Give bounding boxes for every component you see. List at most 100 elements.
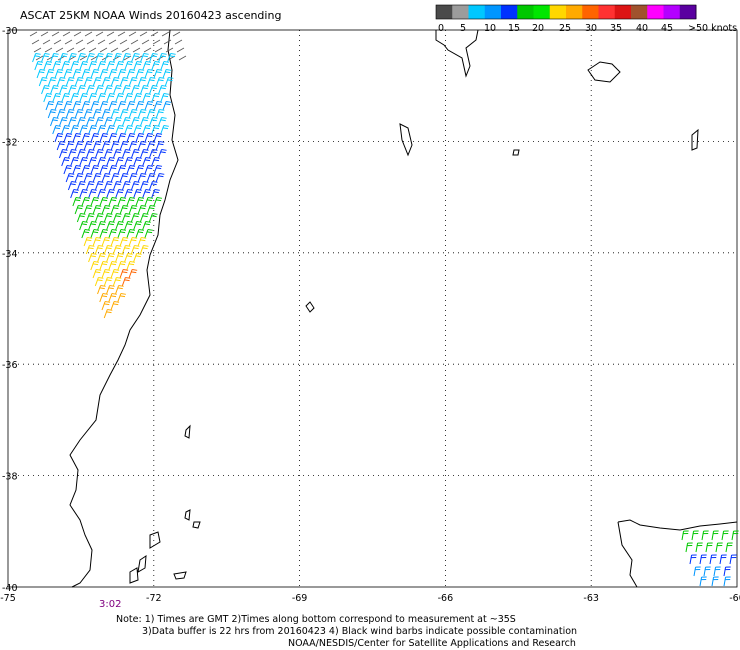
- wind-barb: [715, 542, 723, 553]
- wind-barb: [119, 109, 129, 119]
- island-4: [129, 531, 187, 584]
- wind-barb: [133, 93, 142, 103]
- wind-barb: [131, 53, 140, 63]
- wind-barb: [122, 117, 131, 127]
- legend-swatch: [631, 5, 648, 19]
- wind-barb: [144, 165, 154, 175]
- wind-barb: [106, 189, 115, 199]
- wind-barb: [113, 53, 122, 63]
- wind-barb: [160, 93, 169, 103]
- wind-barb: [95, 117, 104, 127]
- wind-barb: [63, 133, 73, 143]
- wind-barb: [101, 173, 111, 183]
- wind-barb: [119, 77, 129, 87]
- wind-barb: [158, 117, 167, 127]
- wind-barb: [43, 93, 52, 103]
- island-7: [587, 61, 621, 83]
- wind-barb: [108, 229, 118, 239]
- wind-barb: [142, 125, 151, 135]
- wind-barb: [61, 61, 70, 71]
- contaminated-barb: [42, 39, 51, 45]
- wind-barb: [104, 85, 113, 95]
- wind-barb: [142, 221, 151, 231]
- wind-barb: [99, 69, 109, 79]
- wind-barb: [146, 205, 156, 215]
- wind-barb: [695, 542, 703, 553]
- wind-barb: [54, 101, 64, 111]
- wind-barb: [99, 165, 109, 175]
- wind-barb: [135, 69, 145, 79]
- wind-barb: [68, 53, 77, 63]
- wind-barb: [153, 133, 163, 143]
- wind-barb: [94, 213, 104, 223]
- contaminated-barb: [64, 39, 73, 45]
- wind-barb: [144, 229, 154, 239]
- wind-barb: [110, 269, 120, 279]
- wind-barb: [711, 576, 719, 587]
- wind-barb: [74, 77, 84, 87]
- wind-barb: [139, 245, 149, 255]
- wind-barb: [117, 133, 127, 143]
- wind-barb: [83, 77, 93, 87]
- wind-barb: [144, 133, 154, 143]
- contaminated-barb: [165, 47, 174, 53]
- contaminated-barb: [97, 39, 106, 45]
- wind-barb: [52, 93, 61, 103]
- legend-swatch: [533, 5, 551, 19]
- wind-barb: [76, 149, 86, 159]
- wind-barb: [128, 77, 138, 87]
- wind-barb: [106, 93, 115, 103]
- wind-barb: [41, 53, 50, 63]
- wind-barb: [74, 109, 84, 119]
- wind-barb: [83, 173, 93, 183]
- wind-barb: [50, 53, 59, 63]
- wind-barb: [121, 277, 131, 287]
- wind-barb: [133, 125, 142, 135]
- wind-barb: [164, 77, 174, 87]
- contaminated-barb: [121, 47, 130, 53]
- wind-barb: [36, 69, 46, 79]
- wind-barb: [112, 149, 122, 159]
- wind-barb: [146, 109, 156, 119]
- wind-barb: [70, 189, 79, 199]
- wind-barb: [126, 165, 136, 175]
- legend-tick-label: 30: [585, 23, 597, 34]
- wind-barb: [74, 205, 84, 215]
- map-title: ASCAT 25KM NOAA Winds 20160423 ascending: [20, 9, 282, 22]
- wind-barb: [151, 157, 160, 167]
- wind-barb: [126, 101, 136, 111]
- contaminated-barb: [75, 39, 84, 45]
- wind-barb: [79, 189, 88, 199]
- legend-tick-label: 15: [508, 23, 520, 34]
- wind-barb: [729, 554, 737, 565]
- wind-barb: [67, 181, 77, 191]
- wind-barb: [110, 205, 120, 215]
- contaminated-barb: [172, 31, 181, 37]
- wind-barb: [106, 61, 115, 71]
- wind-barb: [81, 197, 91, 207]
- wind-barb: [135, 165, 145, 175]
- wind-barb: [124, 253, 133, 263]
- wind-barb: [50, 85, 59, 95]
- orbit-time-label: 3:02: [99, 599, 122, 610]
- wind-barb: [121, 245, 131, 255]
- wind-barb: [135, 229, 145, 239]
- lat-label: -30: [2, 26, 18, 37]
- wind-barb: [65, 77, 75, 87]
- wind-barb: [115, 125, 124, 135]
- lon-label: -60: [729, 593, 740, 604]
- wind-barb: [142, 157, 151, 167]
- wind-barb: [140, 117, 149, 127]
- contaminated-barb: [106, 31, 115, 37]
- wind-barb: [56, 141, 66, 151]
- wind-barb: [79, 93, 88, 103]
- wind-barb: [124, 157, 133, 167]
- wind-barb: [126, 197, 136, 207]
- wind-barb: [81, 165, 91, 175]
- wind-barb: [128, 109, 138, 119]
- legend-swatch: [647, 5, 664, 19]
- wind-barb: [34, 61, 43, 71]
- wind-barb: [115, 285, 124, 295]
- wind-barb: [92, 173, 102, 183]
